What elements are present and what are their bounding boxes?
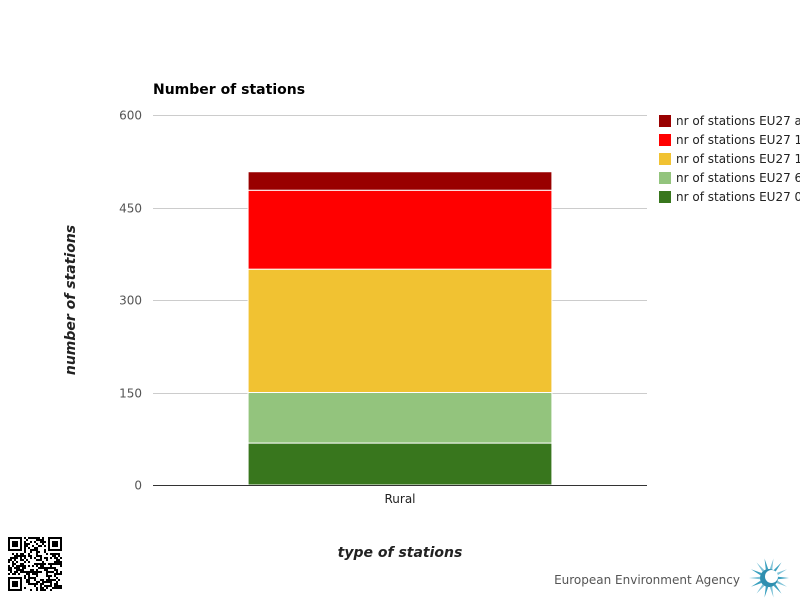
legend-swatch [659, 153, 671, 165]
y-tick-label: 150 [119, 387, 142, 401]
legend-swatch [659, 191, 671, 203]
y-axis-ticks: 0 150 300 450 600 [119, 109, 142, 493]
bars [247, 171, 553, 486]
bar-segment[interactable] [247, 442, 553, 486]
legend-label: nr of stations EU27 6 [676, 171, 800, 185]
organization-name: European Environment Agency [554, 573, 740, 587]
legend-item[interactable]: nr of stations EU27 1 [659, 133, 800, 147]
legend-swatch [659, 172, 671, 184]
legend-item[interactable]: nr of stations EU27 a [659, 114, 800, 128]
legend-item[interactable]: nr of stations EU27 1 [659, 152, 800, 166]
y-tick-label: 450 [119, 202, 142, 216]
x-category-label: Rural [384, 492, 415, 506]
y-tick-label: 0 [134, 479, 142, 493]
legend[interactable]: nr of stations EU27 a nr of stations EU27… [659, 114, 800, 204]
legend-label: nr of stations EU27 1 [676, 133, 800, 147]
y-tick-label: 300 [119, 294, 142, 308]
legend-label: nr of stations EU27 0 [676, 190, 800, 204]
legend-label: nr of stations EU27 1 [676, 152, 800, 166]
legend-swatch [659, 134, 671, 146]
legend-item[interactable]: nr of stations EU27 0 [659, 190, 800, 204]
eea-logo-icon [749, 558, 789, 598]
bar-segment[interactable] [247, 268, 553, 393]
chart-title: Number of stations [153, 82, 305, 98]
y-axis-title: number of stations [63, 225, 79, 375]
bar-segment[interactable] [247, 392, 553, 444]
legend-item[interactable]: nr of stations EU27 6 [659, 171, 800, 185]
x-axis-categories: Rural [384, 492, 415, 506]
qr-code-icon [8, 537, 62, 591]
bar-segment[interactable] [247, 171, 553, 191]
y-tick-label: 600 [119, 109, 142, 123]
legend-swatch [659, 115, 671, 127]
legend-label: nr of stations EU27 a [676, 114, 800, 128]
x-axis-title: type of stations [338, 545, 463, 561]
bar-segment[interactable] [247, 189, 553, 270]
